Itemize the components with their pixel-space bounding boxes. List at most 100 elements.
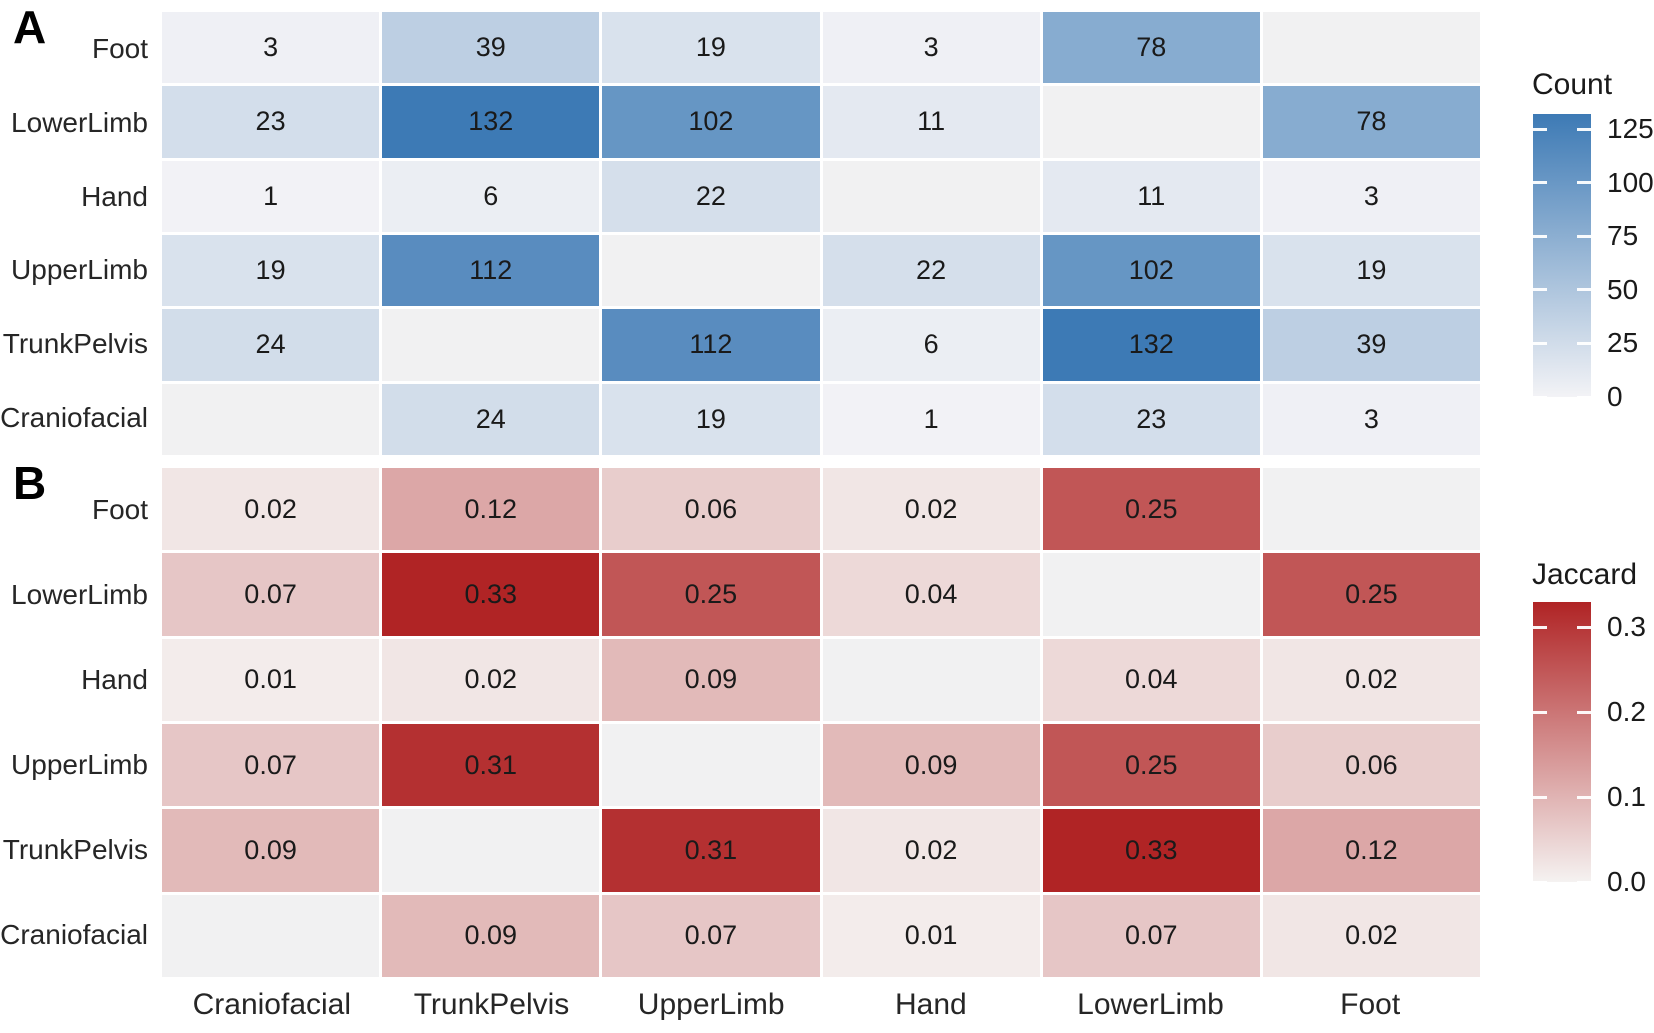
- heatmap-cell-upperlimb-craniofacial: 19: [162, 235, 380, 307]
- legend-tick-mark: [1533, 395, 1547, 399]
- row-label-hand: Hand: [81, 664, 148, 696]
- heatmap-cell-foot-hand: 0.02: [822, 468, 1040, 551]
- heatmap-cell-trunkpelvis-upperlimb: 0.31: [602, 809, 820, 892]
- heatmap-cell-craniofacial-hand: 0.01: [822, 894, 1040, 977]
- legend-tick-mark: [1577, 625, 1591, 629]
- row-label-lowerlimb: LowerLimb: [11, 106, 148, 138]
- heatmap-cell-craniofacial-lowerlimb: 23: [1042, 383, 1260, 455]
- heatmap-cell-upperlimb-lowerlimb: 102: [1042, 235, 1260, 307]
- row-label-trunkpelvis: TrunkPelvis: [2, 833, 148, 865]
- count-heatmap-grid: 3 39 19 3 78 23 132 102 11 78 1 6 22 11 3 19 112 22 102 19 2…: [162, 12, 1480, 455]
- legend-tick-mark: [1577, 288, 1591, 292]
- heatmap-cell-foot-upperlimb: 19: [602, 12, 820, 84]
- heatmap-cell-upperlimb-foot: 19: [1262, 235, 1480, 307]
- row-label-upperlimb: UpperLimb: [11, 254, 148, 286]
- jaccard-heatmap-grid: 0.02 0.12 0.06 0.02 0.25 0.07 0.33 0.25 0.04 0.25…: [162, 468, 1480, 977]
- heatmap-cell-trunkpelvis-trunkpelvis: [382, 809, 600, 892]
- row-label-lowerlimb: LowerLimb: [11, 579, 148, 611]
- legend-tick-mark: [1533, 341, 1547, 345]
- x-axis-label-foot: Foot: [1340, 988, 1401, 1021]
- legend-tick-mark: [1533, 288, 1547, 292]
- panel-b-label: B: [13, 457, 47, 509]
- heatmap-cell-trunkpelvis-hand: 0.02: [822, 809, 1040, 892]
- heatmap-cell-trunkpelvis-lowerlimb: 132: [1042, 309, 1260, 381]
- heatmap-cell-lowerlimb-hand: 0.04: [822, 553, 1040, 636]
- heatmap-cell-trunkpelvis-foot: 0.12: [1262, 809, 1480, 892]
- heatmap-cell-lowerlimb-foot: 78: [1262, 86, 1480, 158]
- heatmap-cell-foot-craniofacial: 0.02: [162, 468, 380, 551]
- row-label-hand: Hand: [81, 180, 148, 212]
- heatmap-cell-lowerlimb-upperlimb: 102: [602, 86, 820, 158]
- heatmap-cell-trunkpelvis-craniofacial: 0.09: [162, 809, 380, 892]
- heatmap-cell-foot-craniofacial: 3: [162, 12, 380, 84]
- heatmap-cell-foot-foot: [1262, 12, 1480, 84]
- legend-tick-label-50: 50: [1607, 273, 1639, 305]
- heatmap-cell-foot-trunkpelvis: 0.12: [382, 468, 600, 551]
- legend-tick-mark: [1533, 710, 1547, 714]
- heatmap-cell-foot-hand: 3: [822, 12, 1040, 84]
- heatmap-cell-lowerlimb-trunkpelvis: 0.33: [382, 553, 600, 636]
- heatmap-cell-upperlimb-upperlimb: [602, 724, 820, 807]
- legend-tick-label-75: 75: [1607, 220, 1639, 252]
- heatmap-cell-craniofacial-trunkpelvis: 24: [382, 383, 600, 455]
- heatmap-cell-lowerlimb-lowerlimb: [1042, 86, 1260, 158]
- row-label-foot: Foot: [91, 32, 148, 64]
- x-axis-label-hand: Hand: [894, 988, 967, 1021]
- heatmap-cell-hand-upperlimb: 22: [602, 160, 820, 232]
- row-label-craniofacial: Craniofacial: [0, 918, 148, 950]
- count-legend-title: Count: [1532, 68, 1613, 101]
- x-axis-label-upperlimb: UpperLimb: [637, 988, 785, 1021]
- legend-tick-label-0: 0: [1607, 381, 1623, 412]
- heatmap-cell-foot-upperlimb: 0.06: [602, 468, 820, 551]
- legend-tick-mark: [1533, 795, 1547, 799]
- heatmap-cell-craniofacial-foot: 3: [1262, 383, 1480, 455]
- legend-tick-mark: [1533, 880, 1547, 884]
- heatmap-cell-upperlimb-hand: 0.09: [822, 724, 1040, 807]
- heatmap-cell-lowerlimb-craniofacial: 0.07: [162, 553, 380, 636]
- heatmap-cell-trunkpelvis-hand: 6: [822, 309, 1040, 381]
- legend-tick-label-0.2: 0.2: [1607, 696, 1646, 728]
- heatmap-cell-foot-trunkpelvis: 39: [382, 12, 600, 84]
- heatmap-cell-foot-lowerlimb: 78: [1042, 12, 1260, 84]
- heatmap-cell-hand-lowerlimb: 0.04: [1042, 638, 1260, 721]
- heatmap-cell-lowerlimb-craniofacial: 23: [162, 86, 380, 158]
- heatmap-cell-hand-craniofacial: 1: [162, 160, 380, 232]
- legend-tick-label-100: 100: [1607, 166, 1654, 198]
- legend-tick-mark: [1577, 234, 1591, 238]
- heatmap-cell-upperlimb-hand: 22: [822, 235, 1040, 307]
- heatmap-cell-upperlimb-trunkpelvis: 112: [382, 235, 600, 307]
- heatmap-cell-lowerlimb-upperlimb: 0.25: [602, 553, 820, 636]
- heatmap-cell-upperlimb-upperlimb: [602, 235, 820, 307]
- legend-tick-mark: [1577, 795, 1591, 799]
- heatmap-cell-hand-craniofacial: 0.01: [162, 638, 380, 721]
- legend-tick-mark: [1577, 880, 1591, 884]
- legend-tick-mark: [1577, 395, 1591, 399]
- heatmap-cell-craniofacial-trunkpelvis: 0.09: [382, 894, 600, 977]
- heatmap-cell-craniofacial-upperlimb: 0.07: [602, 894, 820, 977]
- legend-tick-label-0.3: 0.3: [1607, 611, 1646, 643]
- heatmap-cell-foot-lowerlimb: 0.25: [1042, 468, 1260, 551]
- legend-tick-mark: [1533, 127, 1547, 131]
- heatmap-cell-trunkpelvis-craniofacial: 24: [162, 309, 380, 381]
- heatmap-cell-upperlimb-lowerlimb: 0.25: [1042, 724, 1260, 807]
- heatmap-cell-craniofacial-lowerlimb: 0.07: [1042, 894, 1260, 977]
- heatmap-cell-hand-trunkpelvis: 0.02: [382, 638, 600, 721]
- heatmap-cell-hand-hand: [822, 638, 1040, 721]
- heatmap-cell-craniofacial-upperlimb: 19: [602, 383, 820, 455]
- heatmap-cell-craniofacial-hand: 1: [822, 383, 1040, 455]
- heatmap-cell-lowerlimb-hand: 11: [822, 86, 1040, 158]
- jaccard-legend-bar: [1533, 602, 1591, 884]
- heatmap-cell-hand-foot: 0.02: [1262, 638, 1480, 721]
- legend-tick-mark: [1577, 710, 1591, 714]
- legend-tick-mark: [1577, 341, 1591, 345]
- heatmap-cell-hand-foot: 3: [1262, 160, 1480, 232]
- heatmap-cell-foot-foot: [1262, 468, 1480, 551]
- x-axis-label-lowerlimb: LowerLimb: [1077, 988, 1224, 1021]
- heatmap-cell-craniofacial-craniofacial: [162, 383, 380, 455]
- x-axis-label-trunkpelvis: TrunkPelvis: [413, 988, 570, 1021]
- row-label-craniofacial: Craniofacial: [0, 402, 148, 434]
- count-legend-bar: [1533, 114, 1591, 399]
- legend-tick-mark: [1533, 234, 1547, 238]
- legend-tick-label-0.1: 0.1: [1607, 781, 1646, 813]
